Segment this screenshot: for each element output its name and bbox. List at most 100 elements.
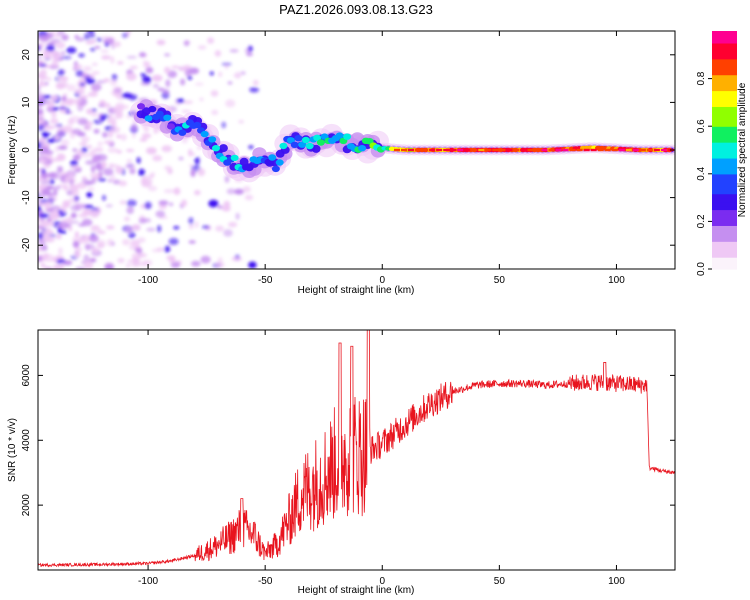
x-tick-label: -50 <box>258 275 273 286</box>
colorbar-tick-label: 0.4 <box>696 166 707 180</box>
spectrogram-noise-blob <box>244 47 251 54</box>
spectrogram-noise-blob <box>223 229 233 237</box>
spectrogram-noise-blob <box>155 210 166 218</box>
spectrogram-signal-peak <box>443 148 450 152</box>
spectrogram-noise-blob <box>38 204 41 212</box>
spectrogram-noise-blob <box>68 226 73 232</box>
spectrogram-noise-blob <box>69 184 79 192</box>
spectrogram-noise-blob <box>107 130 114 138</box>
spectrogram-signal-peak <box>527 148 534 152</box>
spectrogram-noise-blob <box>83 254 90 262</box>
spectrogram-signal-peak <box>555 148 562 152</box>
spectrogram-signal-peak <box>471 148 478 152</box>
spectrogram-noise-blob <box>90 47 96 52</box>
spectrogram-noise-blob <box>91 62 98 66</box>
spectrogram-noise-blob <box>38 55 43 59</box>
spectrogram-noise-blob <box>96 37 103 42</box>
spectrogram-noise-blob <box>49 205 60 210</box>
spectrogram-noise-blob <box>90 211 99 218</box>
spectrogram-noise-blob <box>38 103 44 107</box>
spectrogram-noise-blob <box>56 153 66 162</box>
spectrogram-noise-blob <box>136 252 148 258</box>
spectrogram-noise-blob <box>143 126 150 132</box>
spectrogram-signal-core <box>294 135 303 142</box>
spectrogram-signal-core <box>271 165 280 173</box>
colorbar-cell <box>712 229 737 234</box>
colorbar-cell <box>712 225 737 230</box>
colorbar-cell <box>712 142 737 147</box>
spectrogram-signal-core <box>286 137 295 144</box>
spectrogram-noise-blob <box>62 200 71 209</box>
spectrogram-noise-blob <box>54 125 61 128</box>
colorbar-cell <box>712 34 737 40</box>
spectrogram-noise-blob <box>182 100 193 104</box>
spectrogram-noise-blob <box>189 152 196 156</box>
spectrogram-noise-blob <box>72 128 82 135</box>
colorbar-cell <box>712 193 737 199</box>
colorbar-cell <box>712 58 737 64</box>
spectrogram-noise-blob <box>81 146 88 153</box>
colorbar-cell <box>712 98 737 103</box>
colorbar-cell <box>712 265 737 270</box>
spectrogram-signal-core <box>298 141 307 148</box>
spectrogram-signal-core <box>163 114 172 121</box>
colorbar-cell <box>712 169 737 175</box>
spectrogram-noise-blob <box>147 185 158 192</box>
spectrogram-noise-blob <box>38 44 41 52</box>
spectrogram-noise-blob <box>115 166 124 174</box>
spectrogram-noise-blob <box>101 55 111 60</box>
x-tick-label: -50 <box>258 576 273 587</box>
spectrogram-noise-blob <box>164 245 171 253</box>
spectrogram-noise-blob <box>56 258 66 265</box>
spectrogram-signal-core <box>268 154 277 161</box>
spectrogram-noise-blob <box>65 107 70 114</box>
spectrogram-noise-blob <box>249 87 259 93</box>
spectrogram-noise-blob <box>125 263 132 268</box>
colorbar-cell <box>712 114 737 119</box>
spectrogram-noise-blob <box>84 262 94 269</box>
spectrogram-signal-core <box>343 133 352 140</box>
spectrogram-noise-blob <box>38 185 45 190</box>
snr-y-axis: 2000 4000 6000 <box>21 364 675 516</box>
spectrogram-noise-blob <box>126 206 134 215</box>
spectrogram-noise-blob <box>163 189 175 194</box>
spectrogram-noise-blob <box>102 131 108 138</box>
spectrogram-noise-blob <box>58 106 67 110</box>
colorbar-gradient <box>712 31 737 270</box>
spectrogram-noise-blob <box>74 98 82 104</box>
spectrogram-noise-blob <box>51 210 59 217</box>
spectrogram-noise-blob <box>88 234 99 243</box>
spectrogram-noise-blob <box>83 66 92 72</box>
spectrogram-noise-blob <box>214 261 225 268</box>
spectrogram-noise-blob <box>113 105 124 114</box>
spectrogram-noise-blob <box>144 201 152 210</box>
spectrogram-noise-blob <box>90 165 96 173</box>
spectrogram-noise-blob <box>128 94 138 101</box>
spectrogram-noise-blob <box>157 87 165 92</box>
colorbar-cell <box>712 62 737 68</box>
spectrogram-signal-core <box>358 145 367 152</box>
spectrogram-signal-peak <box>548 148 555 152</box>
spectrogram-noise-blob <box>50 31 56 35</box>
spectrogram-noise-blob <box>90 258 97 263</box>
spectrogram-noise-blob <box>53 135 61 141</box>
spectrogram-signal-peak <box>415 148 421 152</box>
spectrogram-noise-blob <box>183 40 190 47</box>
spectrogram-noise-blob <box>86 108 93 115</box>
spectrogram-noise-blob <box>152 83 160 89</box>
spectrogram-signal-core <box>137 103 145 110</box>
spectrogram-noise-blob <box>126 72 137 81</box>
spectrogram-noise-blob <box>140 73 147 77</box>
spectrogram-noise-blob <box>72 154 81 161</box>
colorbar-cell <box>712 122 737 127</box>
spectrogram-noise-blob <box>91 248 100 253</box>
spectrogram-signal-core <box>305 142 314 150</box>
colorbar-cell <box>712 185 737 191</box>
spectrogram-noise-blob <box>74 203 82 211</box>
spectrogram-noise-blob <box>104 263 115 269</box>
spectrogram-noise-blob <box>97 141 103 147</box>
x-tick-label: 50 <box>494 275 506 286</box>
spectrogram-signal-peak <box>541 148 548 152</box>
spectrogram-noise-blob <box>38 117 45 121</box>
